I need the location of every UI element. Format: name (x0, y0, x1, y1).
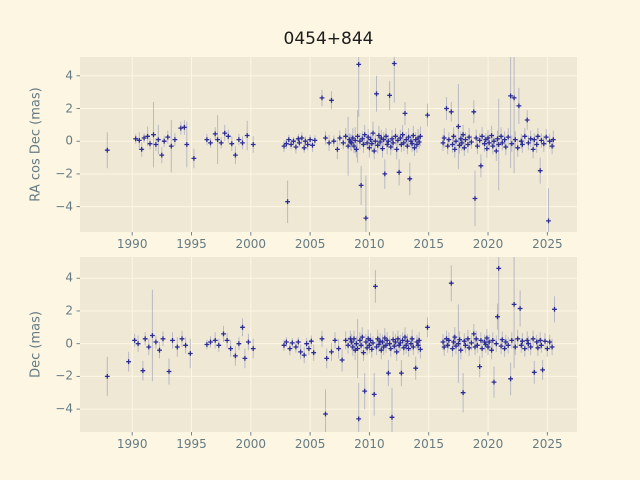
dec-y-tick-label: 4 (65, 270, 73, 285)
ra-axis-label: RA cos Dec (mas) (28, 87, 44, 202)
ra-y-tick-label: 0 (65, 133, 73, 148)
ra-x-tick-label: 2000 (235, 237, 267, 251)
dec-tick-marks (76, 277, 548, 436)
ra-x-tick-label: 2015 (413, 237, 444, 251)
ra-data-markers (104, 61, 556, 224)
dec-x-tick-label: 2010 (354, 437, 385, 451)
ra-x-tick-label: 1990 (116, 237, 148, 251)
ra-y-tick-label: −2 (55, 166, 73, 181)
dec-x-tick-label: 1990 (116, 437, 148, 451)
dec-x-tick-label: 2020 (472, 437, 504, 451)
dec-gridlines (80, 257, 577, 432)
dec-x-tick-label: 2005 (294, 437, 326, 451)
dec-data-markers (104, 266, 557, 422)
dec-x-tick-label: 2000 (235, 437, 267, 451)
ra-y-tick-label: 2 (65, 101, 73, 116)
dec-y-tick-label: −2 (55, 368, 73, 383)
dec-x-tick-label: 1995 (176, 437, 207, 451)
ra-x-tick-label: 2020 (472, 237, 504, 251)
figure-title: 0454+844 (283, 29, 374, 49)
dec-y-tick-label: −4 (55, 401, 73, 416)
ra-x-tick-label: 2025 (532, 237, 563, 251)
ra-y-tick-label: −4 (55, 199, 73, 214)
ra-tick-marks (76, 75, 548, 236)
dec-y-tick-label: 2 (65, 303, 73, 318)
dec-y-tick-label: 0 (65, 336, 73, 351)
ra-x-tick-label: 2005 (294, 237, 326, 251)
dec-panel (80, 257, 577, 432)
dec-x-tick-label: 2015 (413, 437, 444, 451)
ra-y-tick-label: 4 (65, 68, 73, 83)
dec-x-tick-label: 2025 (532, 437, 563, 451)
dec-axis-label: Dec (mas) (28, 311, 44, 378)
ra-x-tick-label: 1995 (176, 237, 207, 251)
ra-x-tick-label: 2010 (354, 237, 385, 251)
